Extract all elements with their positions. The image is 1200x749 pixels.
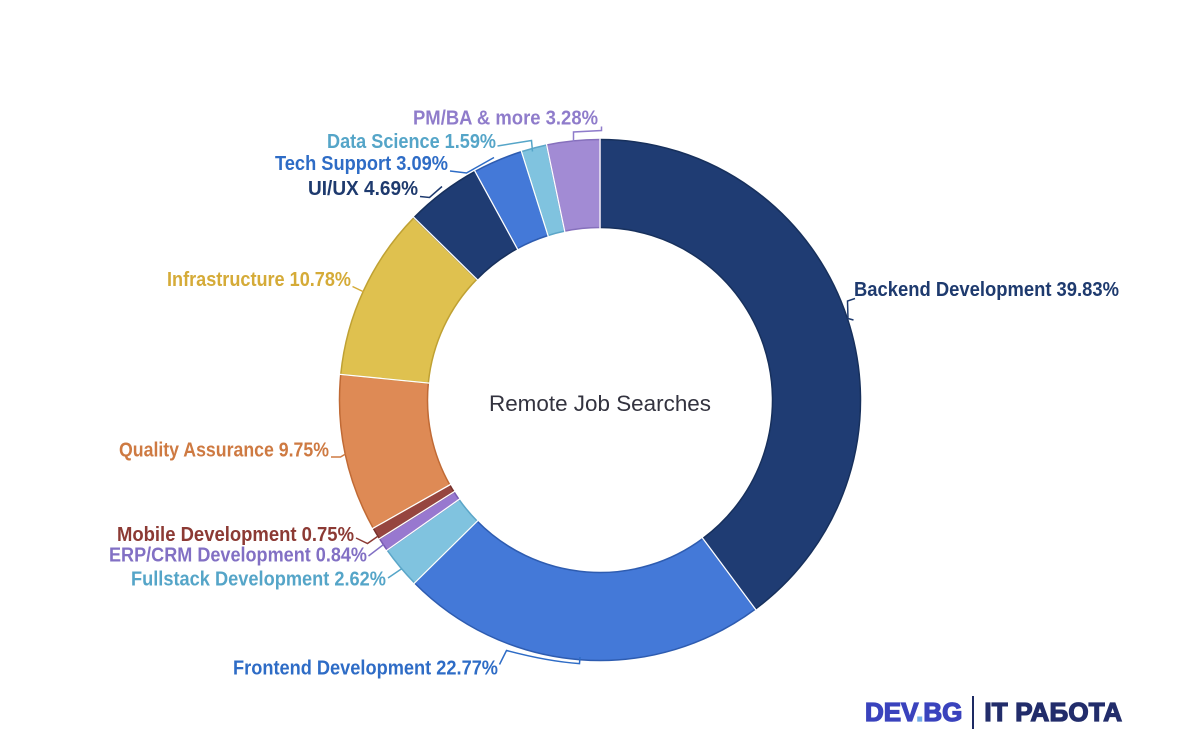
svg-text:Tech Support 3.09%: Tech Support 3.09% [275, 153, 448, 175]
svg-text:Frontend Development 22.77%: Frontend Development 22.77% [233, 658, 498, 680]
svg-text:Infrastructure 10.78%: Infrastructure 10.78% [167, 269, 351, 291]
svg-text:Data Science 1.59%: Data Science 1.59% [327, 131, 496, 153]
svg-text:Remote Job Searches: Remote Job Searches [489, 391, 711, 416]
svg-text:Fullstack Development 2.62%: Fullstack Development 2.62% [131, 569, 386, 591]
svg-text:Backend Development 39.83%: Backend Development 39.83% [854, 279, 1119, 301]
svg-text:UI/UX 4.69%: UI/UX 4.69% [308, 178, 418, 200]
svg-text:ERP/CRM Development 0.84%: ERP/CRM Development 0.84% [109, 545, 367, 567]
svg-text:Mobile Development 0.75%: Mobile Development 0.75% [117, 524, 354, 546]
svg-text:PM/BA & more 3.28%: PM/BA & more 3.28% [413, 108, 598, 130]
svg-text:Quality Assurance 9.75%: Quality Assurance 9.75% [119, 440, 329, 462]
